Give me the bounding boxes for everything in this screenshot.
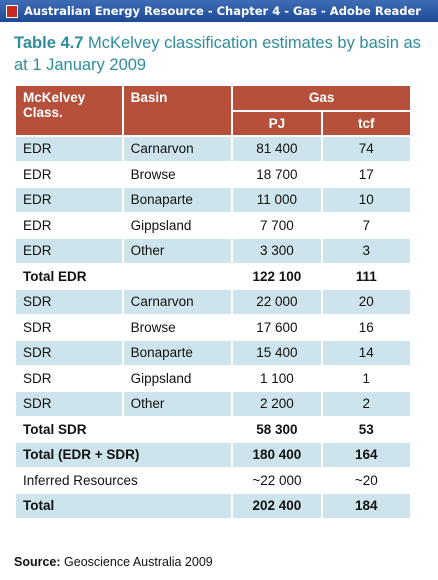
table-row: EDR Browse 18 700 17: [14, 160, 413, 188]
table-row: EDR Other 3 300 3: [14, 237, 413, 265]
table-caption: Table 4.7 McKelvey classification estima…: [14, 32, 424, 76]
table-cell: 3: [320, 237, 413, 265]
data-table: McKelvey Class. Basin Gas PJ tcf EDR Carn…: [13, 84, 413, 520]
table-cell: EDR: [14, 186, 124, 214]
table-cell: EDR: [14, 211, 124, 239]
table-cell: Total SDR: [13, 415, 234, 443]
table-cell: Bonaparte: [121, 339, 234, 367]
header-cell: Basin: [121, 84, 234, 137]
table-cell: EDR: [14, 237, 124, 265]
table-cell: 17 600: [231, 313, 323, 341]
table-cell: 14: [320, 339, 413, 367]
source-text: Geoscience Australia 2009: [64, 555, 213, 569]
header-cell: Gas: [231, 84, 412, 112]
table-cell: 1 100: [231, 364, 323, 392]
window-title: Australian Energy Resource - Chapter 4 -…: [24, 4, 421, 18]
table-cell: Carnarvon: [121, 135, 234, 163]
table-cell: Other: [121, 237, 234, 265]
table-cell: Total (EDR + SDR): [13, 441, 234, 469]
table-row: SDR Bonaparte 15 400 14: [14, 339, 413, 367]
table-cell: Gippsland: [121, 364, 234, 392]
table-cell: 15 400: [231, 339, 323, 367]
table-row: Total 202 400 184: [13, 492, 413, 520]
table-cell: Carnarvon: [121, 288, 234, 316]
source-note: Source: Geoscience Australia 2009: [14, 555, 213, 569]
header-cell: PJ: [231, 109, 323, 137]
header-cell: McKelvey Class.: [14, 84, 124, 137]
source-label: Source:: [14, 555, 61, 569]
table-cell: 16: [320, 313, 413, 341]
table-cell: 164: [320, 441, 413, 469]
table-row: Total SDR 58 300 53: [13, 415, 413, 443]
table-cell: EDR: [14, 135, 124, 163]
table-cell: Browse: [121, 313, 234, 341]
table-cell: 11 000: [231, 186, 323, 214]
table-cell: 2 200: [231, 390, 323, 418]
table-cell: Browse: [121, 160, 234, 188]
table-cell: EDR: [14, 160, 124, 188]
table-row: EDR Gippsland 7 700 7: [14, 211, 413, 239]
table-row: Total (EDR + SDR) 180 400 164: [13, 441, 413, 469]
table-cell: SDR: [14, 390, 124, 418]
table-cell: 111: [320, 262, 413, 290]
table-cell: 2: [320, 390, 413, 418]
table-row: Total EDR 122 100 111: [13, 262, 413, 290]
table-row: SDR Gippsland 1 100 1: [14, 364, 413, 392]
table-cell: Total EDR: [13, 262, 234, 290]
table-cell: 10: [320, 186, 413, 214]
table-cell: 7 700: [231, 211, 323, 239]
table-cell: Bonaparte: [121, 186, 234, 214]
table-cell: 202 400: [231, 492, 323, 520]
window-title-bar: Australian Energy Resource - Chapter 4 -…: [0, 0, 438, 22]
table-cell: SDR: [14, 288, 124, 316]
table-row: Inferred Resources ~22 000 ~20: [13, 466, 413, 494]
header-cell: tcf: [320, 109, 413, 137]
table-cell: ~20: [320, 466, 413, 494]
table-cell: Other: [121, 390, 234, 418]
table-cell: Inferred Resources: [13, 466, 234, 494]
table-cell: Gippsland: [121, 211, 234, 239]
table-cell: 81 400: [231, 135, 323, 163]
table-row: SDR Browse 17 600 16: [14, 313, 413, 341]
table-cell: ~22 000: [231, 466, 323, 494]
table-row: SDR Carnarvon 22 000 20: [14, 288, 413, 316]
table-cell: 122 100: [231, 262, 323, 290]
table-row: EDR Carnarvon 81 400 74: [14, 135, 413, 163]
table-cell: 58 300: [231, 415, 323, 443]
table-cell: Total: [13, 492, 234, 520]
table-row: SDR Other 2 200 2: [14, 390, 413, 418]
table-cell: SDR: [14, 313, 124, 341]
table-cell: SDR: [14, 339, 124, 367]
table-cell: 180 400: [231, 441, 323, 469]
caption-text: McKelvey classification estimates by bas…: [14, 34, 421, 74]
table-cell: 74: [320, 135, 413, 163]
table-cell: 17: [320, 160, 413, 188]
table-cell: SDR: [14, 364, 124, 392]
app-icon: [6, 4, 18, 18]
table-cell: 22 000: [231, 288, 323, 316]
table-cell: 3 300: [231, 237, 323, 265]
table-cell: 20: [320, 288, 413, 316]
table-cell: 53: [320, 415, 413, 443]
table-cell: 184: [320, 492, 413, 520]
table-row: EDR Bonaparte 11 000 10: [14, 186, 413, 214]
table-body: EDR Carnarvon 81 400 74 EDR Browse 18 700 17 EDR…: [13, 135, 413, 520]
table-label: Table 4.7: [14, 34, 84, 52]
table-cell: 18 700: [231, 160, 323, 188]
table-cell: 1: [320, 364, 413, 392]
table-cell: 7: [320, 211, 413, 239]
